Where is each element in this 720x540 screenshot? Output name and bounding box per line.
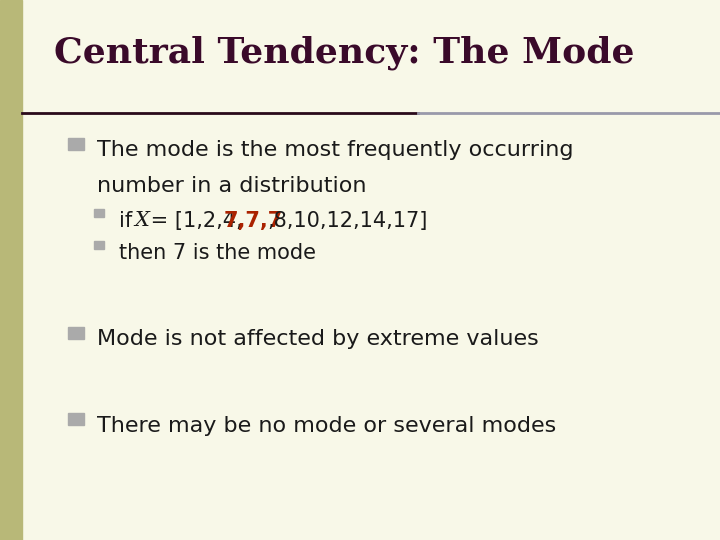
Text: = [1,2,4,: = [1,2,4,: [144, 211, 243, 231]
Bar: [94, 209, 104, 217]
Bar: [68, 138, 84, 150]
Bar: [0, 0, 22, 540]
Text: Central Tendency: The Mode: Central Tendency: The Mode: [54, 35, 634, 70]
Text: number in a distribution: number in a distribution: [97, 176, 366, 195]
Text: The mode is the most frequently occurring: The mode is the most frequently occurrin…: [97, 140, 574, 160]
Text: 7,7,7: 7,7,7: [223, 211, 282, 231]
Text: ,8,10,12,14,17]: ,8,10,12,14,17]: [267, 211, 428, 231]
Text: then 7 is the mode: then 7 is the mode: [119, 243, 316, 263]
Text: There may be no mode or several modes: There may be no mode or several modes: [97, 416, 557, 436]
Bar: [68, 327, 84, 339]
Bar: [94, 241, 104, 249]
Text: X: X: [135, 211, 150, 229]
Text: Mode is not affected by extreme values: Mode is not affected by extreme values: [97, 329, 539, 349]
Text: if: if: [119, 211, 139, 231]
Bar: [68, 414, 84, 426]
